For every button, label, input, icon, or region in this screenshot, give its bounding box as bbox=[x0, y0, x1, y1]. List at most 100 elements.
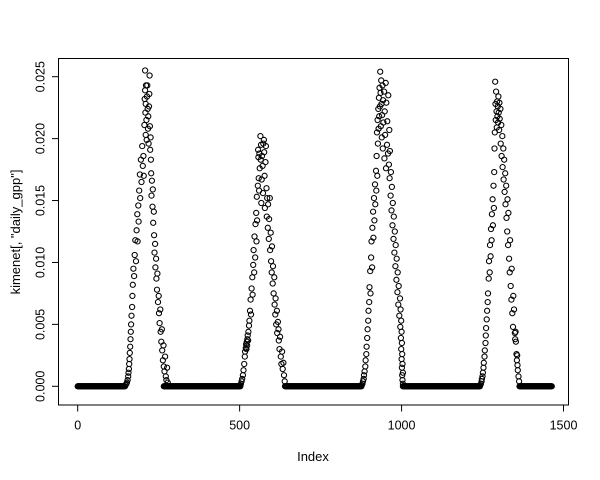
data-point bbox=[151, 240, 159, 248]
data-point bbox=[381, 155, 388, 162]
data-point bbox=[363, 350, 370, 358]
data-point bbox=[137, 194, 144, 202]
data-point bbox=[504, 196, 511, 203]
y-tick-label: 0.000 bbox=[34, 371, 48, 402]
data-point bbox=[369, 208, 377, 215]
data-point bbox=[495, 93, 502, 100]
data-point bbox=[157, 306, 164, 313]
data-point bbox=[379, 145, 386, 152]
data-points bbox=[74, 67, 555, 390]
data-point bbox=[364, 334, 371, 342]
data-point bbox=[399, 380, 407, 387]
data-point bbox=[394, 269, 401, 276]
data-point bbox=[495, 126, 503, 134]
data-point bbox=[482, 332, 489, 339]
data-point bbox=[269, 280, 276, 287]
data-point bbox=[148, 192, 155, 199]
data-point bbox=[505, 209, 512, 217]
data-point bbox=[127, 321, 135, 328]
data-point bbox=[147, 156, 155, 163]
data-point bbox=[145, 140, 152, 147]
data-point bbox=[250, 261, 257, 269]
data-point bbox=[141, 67, 149, 74]
data-point bbox=[488, 211, 496, 218]
data-point bbox=[148, 170, 155, 177]
data-point bbox=[150, 219, 157, 226]
y-tick-label: 0.025 bbox=[34, 61, 48, 92]
data-point bbox=[397, 306, 404, 313]
data-point bbox=[515, 373, 522, 380]
data-point bbox=[155, 292, 162, 300]
data-point bbox=[510, 306, 518, 313]
data-point bbox=[255, 175, 262, 182]
data-point bbox=[483, 316, 490, 323]
y-axis-title: kimenet[, "daily_gpp"] bbox=[8, 170, 23, 295]
data-point bbox=[279, 365, 286, 373]
data-point bbox=[249, 291, 256, 298]
data-point bbox=[366, 298, 373, 306]
data-point bbox=[253, 209, 260, 217]
data-point bbox=[271, 301, 278, 308]
data-point bbox=[130, 272, 138, 280]
data-point bbox=[492, 88, 500, 95]
data-point bbox=[129, 292, 136, 300]
data-point bbox=[512, 338, 520, 345]
data-point bbox=[262, 142, 270, 150]
data-point bbox=[254, 146, 262, 153]
data-point bbox=[158, 326, 166, 333]
data-point bbox=[490, 204, 498, 212]
data-point bbox=[151, 249, 158, 256]
data-point bbox=[496, 99, 503, 106]
data-point bbox=[387, 192, 394, 199]
data-point bbox=[261, 204, 269, 212]
data-point bbox=[398, 317, 405, 324]
data-point bbox=[376, 113, 383, 120]
data-point bbox=[383, 99, 390, 106]
data-point bbox=[515, 378, 523, 385]
data-point bbox=[273, 307, 281, 314]
data-point bbox=[149, 203, 156, 210]
data-point bbox=[384, 118, 391, 125]
data-point bbox=[269, 263, 277, 270]
data-point bbox=[367, 290, 374, 297]
x-tick-label: 1500 bbox=[550, 419, 578, 433]
data-point bbox=[127, 336, 134, 343]
data-point bbox=[365, 307, 372, 314]
data-point bbox=[153, 286, 161, 293]
data-point bbox=[499, 132, 506, 140]
data-point bbox=[132, 258, 140, 265]
data-point bbox=[512, 328, 519, 335]
data-point bbox=[377, 89, 384, 96]
data-point bbox=[274, 329, 281, 337]
data-point bbox=[398, 345, 405, 353]
data-point bbox=[381, 131, 389, 139]
data-point bbox=[491, 168, 498, 176]
data-point bbox=[479, 369, 487, 376]
data-point bbox=[399, 369, 407, 376]
data-point bbox=[246, 317, 253, 324]
data-point bbox=[478, 375, 486, 383]
data-point bbox=[377, 68, 384, 75]
data-point bbox=[364, 326, 371, 333]
data-point bbox=[495, 109, 502, 116]
data-point bbox=[138, 178, 145, 186]
data-point bbox=[147, 146, 154, 153]
data-point bbox=[393, 276, 400, 283]
data-point bbox=[162, 373, 169, 380]
data-point bbox=[366, 284, 373, 291]
y-tick-label: 0.020 bbox=[34, 123, 48, 154]
data-point bbox=[260, 136, 268, 144]
data-point bbox=[246, 307, 254, 314]
data-point bbox=[159, 347, 166, 354]
data-point bbox=[514, 367, 521, 374]
data-point bbox=[134, 211, 141, 218]
data-point bbox=[488, 237, 495, 244]
data-point bbox=[391, 228, 398, 235]
data-point bbox=[163, 364, 171, 371]
data-point bbox=[508, 265, 515, 272]
data-point bbox=[161, 368, 168, 375]
data-point bbox=[365, 317, 372, 324]
data-point bbox=[492, 78, 499, 85]
data-point bbox=[259, 162, 266, 170]
data-point bbox=[150, 232, 158, 239]
